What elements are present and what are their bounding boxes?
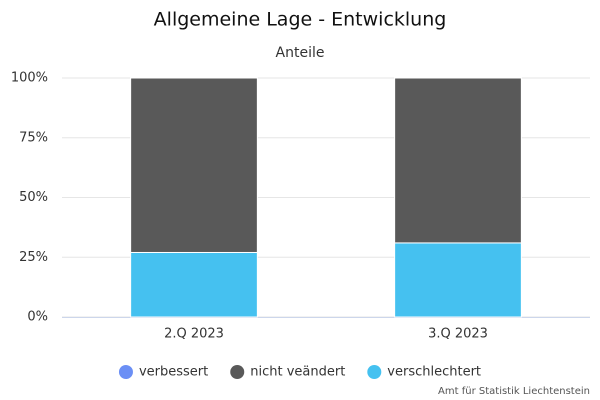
credits: Amt für Statistik Liechtenstein — [438, 386, 590, 397]
legend-label: verschlechtert — [387, 365, 481, 380]
y-tick-label: 75% — [19, 130, 48, 145]
legend: verbessert nicht veändert verschlechtert — [118, 365, 481, 380]
legend-swatch — [118, 365, 133, 379]
chart-title: Allgemeine Lage - Entwicklung — [154, 9, 447, 31]
bar-segment — [394, 242, 522, 318]
x-tick-label: 2.Q 2023 — [164, 327, 224, 342]
legend-label: nicht veändert — [250, 365, 345, 380]
x-tick-label: 3.Q 2023 — [428, 327, 488, 342]
chart-subtitle: Anteile — [276, 45, 325, 61]
y-tick-label: 50% — [19, 190, 48, 205]
legend-swatch — [230, 365, 245, 379]
y-tick-label: 25% — [19, 250, 48, 265]
legend-swatch — [367, 365, 382, 379]
bar-segment — [130, 251, 258, 318]
bar-segment — [130, 77, 258, 253]
y-tick-label: 100% — [11, 71, 48, 86]
y-tick-label: 0% — [27, 310, 48, 325]
legend-label: verbessert — [139, 365, 208, 380]
bar-segment — [394, 77, 522, 244]
